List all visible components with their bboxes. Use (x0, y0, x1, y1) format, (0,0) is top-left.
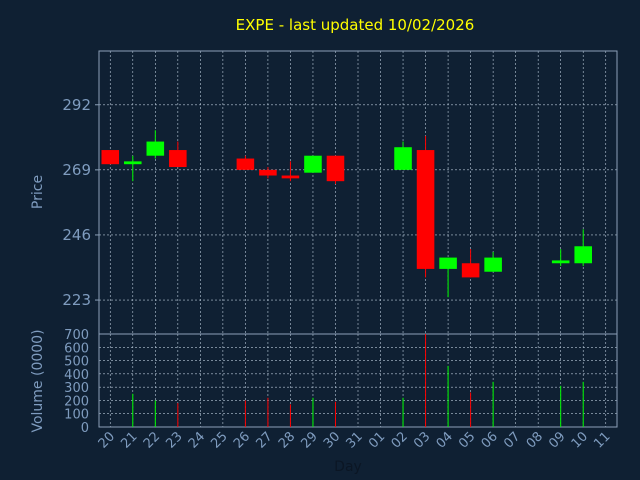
candle-body (551, 260, 570, 264)
candle-body (574, 246, 593, 264)
price-tick-label: 269 (62, 161, 91, 179)
candle-body (439, 257, 457, 269)
candle-body (236, 158, 255, 170)
chart-title: EXPE - last updated 10/02/2026 (236, 16, 475, 34)
x-tick-label: 09 (546, 429, 568, 451)
x-tick-label: 28 (276, 429, 298, 451)
volume-axis-label: Volume (0000) (30, 329, 46, 432)
x-tick-label: 22 (141, 429, 163, 451)
volume-tick-label: 400 (64, 368, 89, 383)
candle-body (484, 257, 502, 272)
x-tick-label: 27 (253, 429, 275, 451)
x-tick-label: 05 (456, 429, 478, 451)
candle-body (123, 161, 142, 165)
candle-body (461, 263, 480, 278)
volume-tick-label: 0 (81, 421, 89, 436)
x-tick-label: 11 (591, 429, 613, 451)
x-ticks: 20 21 22 23 24 25 26 27 28 29 30 31 01 02 03 04 05 06 07 08… (96, 429, 614, 451)
x-tick-label: 29 (298, 429, 320, 451)
x-tick-label: 30 (321, 429, 343, 451)
candle-body (416, 150, 435, 269)
price-grid (99, 51, 617, 334)
volume-tick-label: 300 (64, 381, 89, 396)
x-tick-label: 21 (118, 429, 140, 451)
x-tick-label: 26 (231, 429, 253, 451)
x-tick-label: 20 (96, 429, 118, 451)
x-tick-label: 23 (163, 429, 185, 451)
candle-body (304, 155, 322, 173)
candle-body (101, 150, 120, 165)
x-tick-label: 02 (389, 429, 411, 451)
x-tick-label: 06 (479, 429, 501, 451)
price-y-ticks: 223 246 269 292 (62, 96, 99, 309)
x-tick-label: 08 (524, 429, 546, 451)
x-tick-label: 04 (434, 429, 456, 451)
x-axis-label: Day (334, 459, 362, 475)
x-tick-label: 31 (344, 429, 366, 451)
candle-body (281, 175, 300, 179)
price-axis-label: Price (30, 175, 46, 209)
volume-tick-label: 500 (64, 355, 89, 370)
volume-bars (132, 334, 584, 427)
x-tick-label: 07 (501, 429, 523, 451)
x-tick-label: 03 (411, 429, 433, 451)
x-tick-label: 24 (186, 429, 208, 451)
price-tick-label: 292 (62, 96, 91, 114)
candle-body (326, 155, 345, 182)
volume-tick-label: 200 (64, 394, 89, 409)
candle-body (146, 141, 165, 156)
price-tick-label: 246 (62, 226, 91, 244)
volume-plot-frame (98, 333, 618, 428)
volume-grid (99, 333, 617, 428)
volume-tick-label: 100 (64, 408, 89, 423)
volume-tick-label: 600 (64, 341, 89, 356)
candle-body (394, 147, 412, 170)
volume-tick-label: 700 (64, 328, 89, 343)
price-tick-label: 223 (62, 291, 91, 309)
x-tick-label: 25 (208, 429, 230, 451)
candles (101, 130, 593, 298)
x-tick-label: 10 (569, 429, 591, 451)
candle-body (259, 169, 277, 176)
x-tick-label: 01 (366, 429, 388, 451)
candle-body (169, 150, 187, 168)
